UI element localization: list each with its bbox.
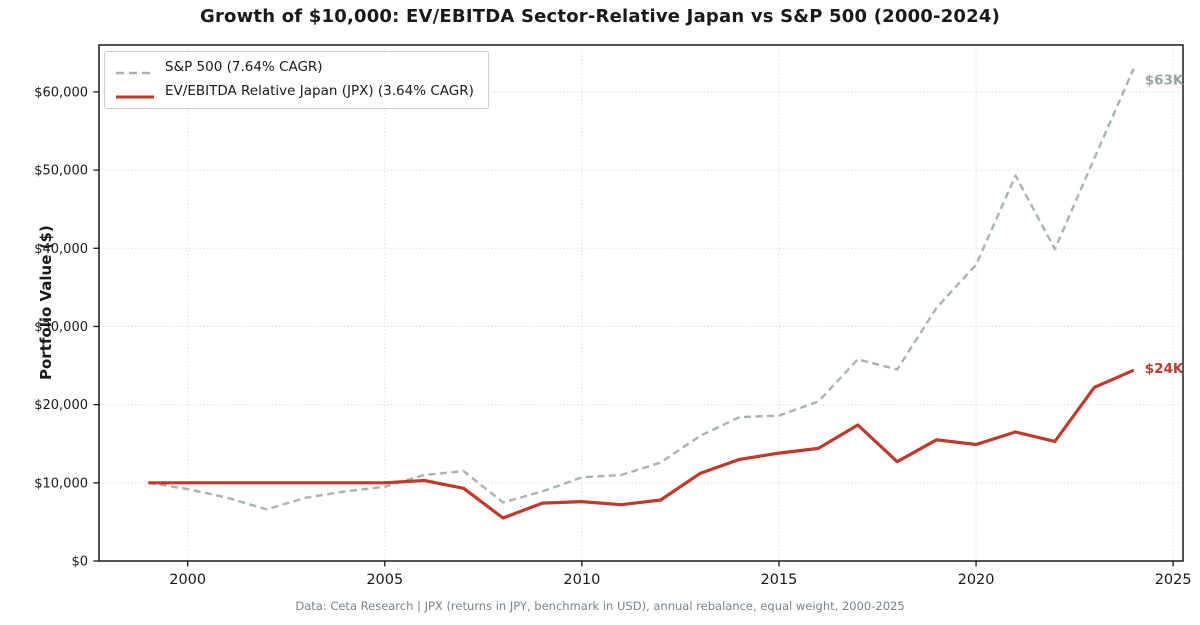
y-tick-label: $40,000 [34,242,88,257]
legend-label-japan: EV/EBITDA Relative Japan (JPX) (3.64% CA… [165,83,474,99]
x-tick-label: 2025 [1155,572,1192,588]
sp500-line-sample-icon [115,64,155,74]
x-tick-label: 2000 [169,572,206,588]
annotation-24k: $24K [1145,361,1184,377]
y-tick-label: $60,000 [34,86,88,101]
plot-frame [98,44,1184,562]
series-sp500-line [148,68,1135,511]
annotation-63k: $63K [1145,72,1184,88]
legend-item-japan: EV/EBITDA Relative Japan (JPX) (3.64% CA… [115,82,474,101]
x-tick-label: 2020 [958,572,995,588]
y-tick-label: $50,000 [34,164,88,179]
japan-line-sample-icon [115,88,155,98]
y-tick-label: $0 [71,555,88,570]
series-japan-line [148,368,1135,520]
y-tick-label: $10,000 [34,476,88,491]
y-tick-label: $30,000 [34,320,88,335]
x-tick-label: 2015 [761,572,798,588]
x-tick-label: 2010 [563,572,600,588]
y-tick-label: $20,000 [34,398,88,413]
chart-title: Growth of $10,000: EV/EBITDA Sector-Rela… [199,6,1001,27]
footer-caption: Data: Ceta Research | JPX (returns in JP… [295,599,905,613]
x-tick-label: 2005 [366,572,403,588]
legend-label-sp500: S&P 500 (7.64% CAGR) [165,59,323,75]
legend: S&P 500 (7.64% CAGR) EV/EBITDA Relative … [104,51,489,109]
legend-item-sp500: S&P 500 (7.64% CAGR) [115,58,474,77]
